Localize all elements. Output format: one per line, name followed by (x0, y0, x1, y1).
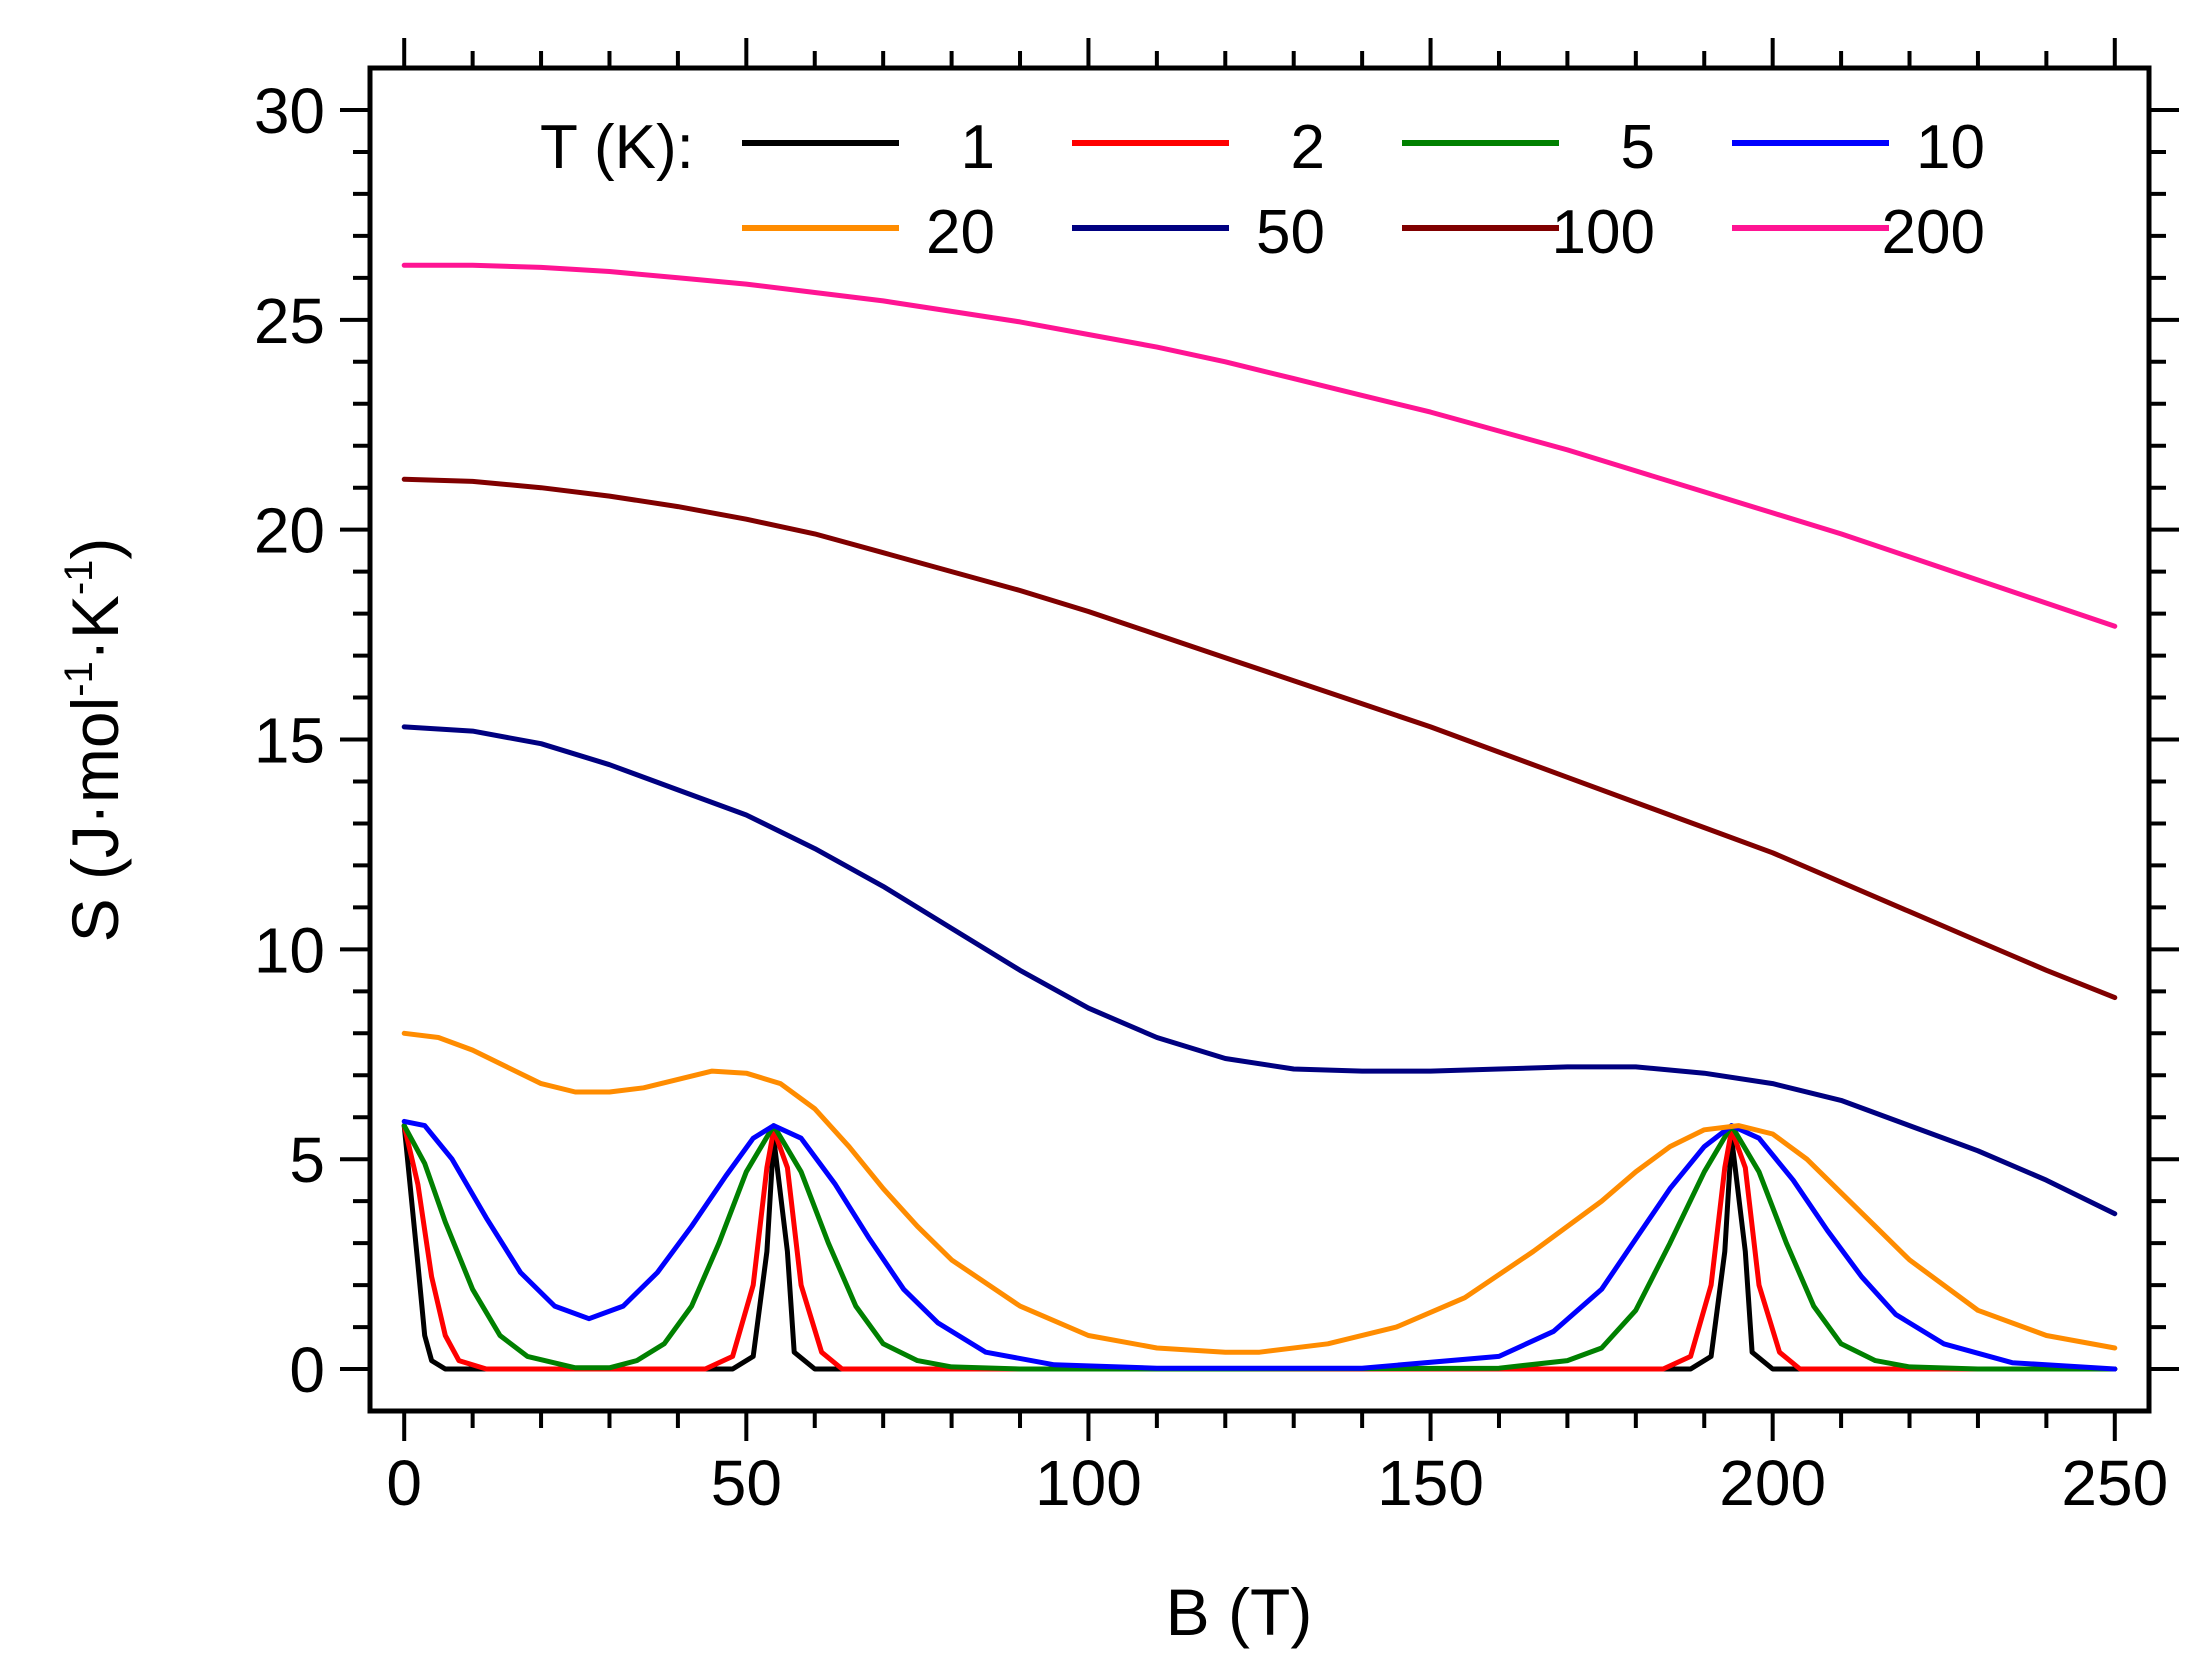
y-tick-label: 30 (254, 75, 325, 147)
series-line-10 (401, 1118, 2118, 1372)
y-axis-title-main: S (J·mol (58, 697, 132, 943)
y-tick-labels: 0 5 10 15 20 25 30 (254, 75, 325, 1406)
x-tick-labels: 0 50 100 150 200 250 (386, 1447, 2168, 1519)
legend-label-20: 20 (926, 198, 995, 267)
x-tick-label: 200 (1719, 1447, 1826, 1519)
legend: T (K): 1 2 5 10 20 50 100 200 (540, 113, 1985, 267)
y-axis-title-end: ) (58, 538, 132, 560)
x-axis-title: B (T) (1166, 1575, 1313, 1649)
series-line-20 (401, 1030, 2118, 1355)
series-line-50 (401, 724, 2118, 1217)
y-tick-label: 20 (254, 495, 325, 567)
plot-frame (367, 65, 2152, 1414)
x-tick-label: 0 (386, 1447, 422, 1519)
legend-label-2: 2 (1291, 113, 1325, 182)
legend-label-5: 5 (1621, 113, 1655, 182)
legend-label-1: 1 (961, 113, 995, 182)
legend-label-100: 100 (1552, 198, 1655, 267)
y-tick-label: 5 (289, 1124, 325, 1196)
y-axis-title-mid: ·K (58, 595, 132, 661)
x-tick-label: 150 (1377, 1447, 1484, 1519)
x-tick-label: 250 (2061, 1447, 2168, 1519)
legend-label-10: 10 (1916, 113, 1985, 182)
series-lines (401, 262, 2118, 1372)
y-tick-label: 15 (254, 705, 325, 777)
y-tick-label: 25 (254, 285, 325, 357)
x-tick-label: 50 (711, 1447, 782, 1519)
series-line-1 (401, 1123, 2118, 1372)
legend-label-200: 200 (1882, 198, 1985, 267)
series-line-200 (401, 262, 2118, 629)
x-tick-label: 100 (1035, 1447, 1142, 1519)
y-axis-title: S (J·mol-1·K-1) (57, 538, 132, 943)
y-axis-title-sup2: -1 (57, 560, 101, 596)
y-tick-label: 10 (254, 914, 325, 986)
axis-ticks (340, 38, 2179, 1441)
series-line-2 (401, 1123, 2118, 1372)
y-tick-label: 0 (289, 1334, 325, 1406)
svg-text:S (J·mol-1·K-1): S (J·mol-1·K-1) (57, 538, 132, 943)
series-line-100 (401, 476, 2118, 1001)
y-axis-title-sup1: -1 (57, 661, 101, 697)
legend-label-50: 50 (1256, 198, 1325, 267)
legend-title: T (K): (540, 113, 694, 182)
series-line-5 (401, 1123, 2118, 1372)
